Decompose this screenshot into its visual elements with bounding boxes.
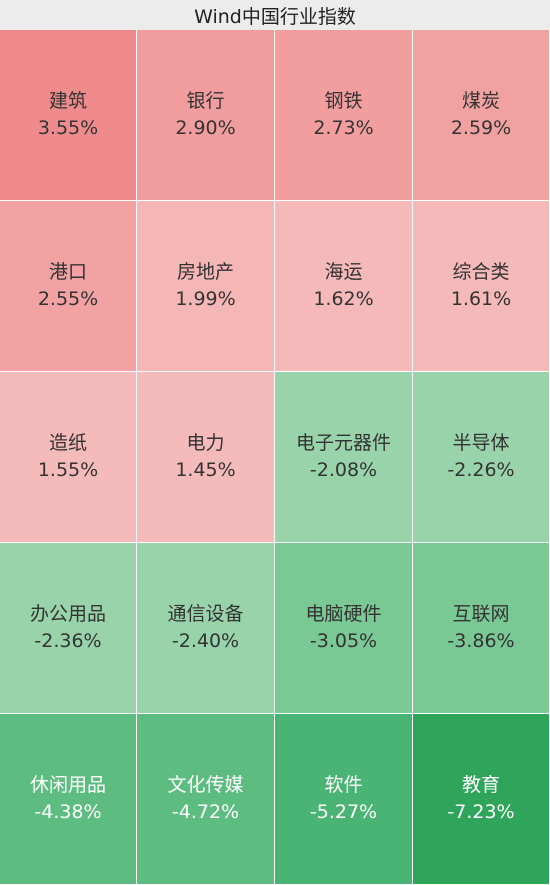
cell-industry-name: 港口 — [48, 261, 87, 283]
cell-change-value: 2.73% — [313, 117, 374, 139]
heatmap-cell: 房地产 1.99% — [137, 201, 275, 372]
heatmap-cell: 造纸 1.55% — [0, 372, 137, 543]
cell-change-value: 1.55% — [37, 459, 99, 481]
cell-change-value: 1.99% — [175, 288, 236, 310]
cell-industry-name: 综合类 — [452, 261, 510, 283]
heatmap-cell: 文化传媒 -4.72% — [137, 714, 275, 885]
heatmap-cell: 电子元器件 -2.08% — [275, 372, 413, 543]
heatmap-cell: 电脑硬件 -3.05% — [275, 543, 413, 714]
cell-industry-name: 办公用品 — [29, 603, 106, 625]
cell-industry-name: 互联网 — [452, 603, 510, 625]
cell-change-value: -4.72% — [171, 801, 240, 823]
cell-change-value: -7.23% — [447, 801, 515, 823]
cell-industry-name: 建筑 — [48, 90, 87, 112]
cell-industry-name: 文化传媒 — [167, 774, 244, 796]
cell-change-value: 2.55% — [37, 288, 99, 310]
cell-industry-name: 造纸 — [48, 432, 87, 454]
heatmap-cell: 教育 -7.23% — [413, 714, 550, 885]
heatmap-cell: 综合类 1.61% — [413, 201, 550, 372]
heatmap-cell: 通信设备 -2.40% — [137, 543, 275, 714]
cell-industry-name: 海运 — [324, 261, 363, 283]
cell-industry-name: 银行 — [186, 90, 225, 112]
cell-change-value: -2.08% — [309, 459, 378, 481]
cell-change-value: -2.26% — [447, 459, 515, 481]
cell-industry-name: 通信设备 — [167, 603, 244, 625]
cell-industry-name: 电脑硬件 — [305, 603, 382, 625]
cell-change-value: 1.61% — [450, 288, 512, 310]
heatmap-cell: 银行 2.90% — [137, 30, 275, 201]
heatmap-cell: 软件 -5.27% — [275, 714, 413, 885]
heatmap-grid: 建筑 3.55% 银行 2.90% 钢铁 2.73% 煤炭 2.59% 港口 2.55% 房地产 1.… — [0, 30, 550, 885]
heatmap-cell: 电力 1.45% — [137, 372, 275, 543]
cell-change-value: -3.05% — [309, 630, 378, 652]
heatmap-cell: 煤炭 2.59% — [413, 30, 550, 201]
heatmap-cell: 海运 1.62% — [275, 201, 413, 372]
chart-title: Wind中国行业指数 — [0, 0, 550, 30]
cell-change-value: 3.55% — [37, 117, 99, 139]
cell-industry-name: 休闲用品 — [29, 774, 106, 796]
heatmap-cell: 互联网 -3.86% — [413, 543, 550, 714]
cell-industry-name: 教育 — [461, 774, 500, 796]
cell-change-value: -5.27% — [309, 801, 378, 823]
cell-change-value: -4.38% — [34, 801, 102, 823]
cell-change-value: 1.45% — [175, 459, 236, 481]
cell-industry-name: 软件 — [324, 774, 363, 796]
cell-change-value: -3.86% — [447, 630, 515, 652]
heatmap-cell: 办公用品 -2.36% — [0, 543, 137, 714]
heatmap-cell: 半导体 -2.26% — [413, 372, 550, 543]
cell-change-value: 2.90% — [175, 117, 236, 139]
cell-industry-name: 房地产 — [176, 261, 234, 283]
cell-change-value: -2.40% — [171, 630, 240, 652]
cell-change-value: 2.59% — [450, 117, 512, 139]
cell-industry-name: 电子元器件 — [295, 432, 391, 454]
heatmap-cell: 钢铁 2.73% — [275, 30, 413, 201]
cell-change-value: 1.62% — [313, 288, 374, 310]
cell-industry-name: 钢铁 — [324, 90, 363, 112]
cell-change-value: -2.36% — [34, 630, 102, 652]
cell-industry-name: 电力 — [186, 432, 225, 454]
heatmap-cell: 建筑 3.55% — [0, 30, 137, 201]
heatmap-cell: 休闲用品 -4.38% — [0, 714, 137, 885]
cell-industry-name: 煤炭 — [461, 90, 500, 112]
heatmap-cell: 港口 2.55% — [0, 201, 137, 372]
cell-industry-name: 半导体 — [452, 432, 510, 454]
